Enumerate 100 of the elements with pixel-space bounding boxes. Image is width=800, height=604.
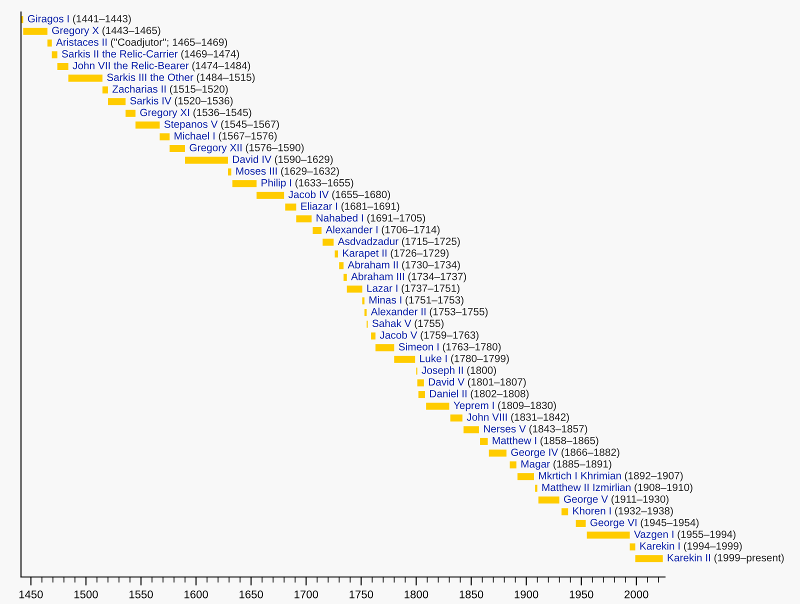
bar xyxy=(170,144,186,152)
y-tick-label: Abraham III xyxy=(351,272,404,280)
bar xyxy=(135,122,160,129)
y-tick-label: George VI xyxy=(590,518,636,528)
y-tick-label: Alexander I xyxy=(326,226,378,234)
annotation: (1681–1691) xyxy=(341,202,400,212)
y-tick-label: Asdvadzadur xyxy=(338,237,398,246)
x-tick-label: 1700 xyxy=(294,590,318,598)
text: (1994–1999) xyxy=(684,542,742,552)
annotation: (1763–1780) xyxy=(442,342,501,353)
y-tick-label: Nahabed I xyxy=(316,214,363,222)
x-tick-label: 1450 xyxy=(19,590,43,598)
annotation: (1751–1753) xyxy=(406,296,464,306)
bar xyxy=(576,520,586,527)
y-tick-label: Gregory X xyxy=(52,26,99,36)
bar xyxy=(185,156,228,164)
y-tick-label: Sahak V xyxy=(372,319,412,328)
bar xyxy=(426,402,450,410)
annotation: (1567–1576) xyxy=(218,132,277,142)
bar xyxy=(23,28,48,35)
bar xyxy=(488,450,506,457)
y-tick-label: Eliazar I xyxy=(301,202,338,210)
annotation: (1484–1515) xyxy=(196,73,255,84)
bar xyxy=(339,262,344,270)
x-tick-label: 1750 xyxy=(350,590,374,598)
bar xyxy=(102,86,108,94)
bar xyxy=(375,344,394,352)
y-tick-label: George V xyxy=(564,495,608,505)
bar xyxy=(68,74,102,82)
y-tick-label: Sarkis IV xyxy=(130,96,172,104)
bar xyxy=(630,543,636,550)
annotation: (1801–1807) xyxy=(468,378,526,388)
text: (1955–1994) xyxy=(678,530,736,540)
y-tick-label: Daniel II xyxy=(430,390,466,398)
bar xyxy=(47,40,52,47)
annotation: (1858–1865) xyxy=(540,436,598,446)
annotation: (1715–1725) xyxy=(402,237,460,248)
annotation: (1800) xyxy=(467,366,496,376)
y-tick-label: Moses III xyxy=(236,167,277,175)
bar xyxy=(296,215,312,222)
annotation: (1474–1484) xyxy=(192,62,250,72)
bar xyxy=(256,192,284,199)
y-tick-label: Karekin I xyxy=(640,542,680,550)
y-tick-label: John VIII xyxy=(466,413,507,421)
y-tick-label: Khoren I xyxy=(573,506,611,515)
bar xyxy=(52,51,58,58)
annotation: (1469–1474) xyxy=(181,50,240,60)
annotation: (1932–1938) xyxy=(615,506,673,517)
y-tick-label: Gregory XII xyxy=(190,144,242,154)
bar xyxy=(334,250,338,258)
x-tick-label: 1950 xyxy=(570,590,594,598)
bar xyxy=(126,110,136,117)
y-tick-label: Sarkis III the Other xyxy=(107,73,194,81)
y-tick-label: Jacob V xyxy=(380,331,418,339)
annotation: (1755) xyxy=(414,319,444,330)
x-tick-label: 1600 xyxy=(184,590,208,598)
y-tick-label: Luke I xyxy=(420,354,447,362)
bar xyxy=(418,391,426,398)
y-tick-label: Abraham II xyxy=(348,260,398,268)
bar xyxy=(108,98,126,106)
y-tick-label: Aristaces II xyxy=(56,38,107,46)
bar xyxy=(562,508,568,516)
bar xyxy=(371,332,376,340)
annotation: (1536–1545) xyxy=(193,108,252,118)
annotation: (1691–1705) xyxy=(367,214,426,224)
y-tick-label: Karapet II xyxy=(343,249,386,259)
y-tick-label: Sarkis II the Relic-Carrier xyxy=(62,50,178,58)
bar xyxy=(322,238,334,246)
annotation: (1780–1799) xyxy=(451,354,509,364)
y-tick-label: Zacharias II xyxy=(112,85,166,93)
annotation: (1633–1655) xyxy=(295,178,354,189)
y-tick-label: Simeon I xyxy=(398,342,439,350)
bar xyxy=(394,356,416,363)
annotation: (1753–1755) xyxy=(430,308,488,318)
y-tick-label: Matthew I xyxy=(492,436,536,444)
x-tick-label: 1550 xyxy=(129,590,153,598)
x-tick-label: 1900 xyxy=(514,590,538,598)
bar xyxy=(538,496,560,504)
bar xyxy=(450,414,462,422)
annotation: (1706–1714) xyxy=(382,226,440,236)
bar xyxy=(586,532,630,539)
bar xyxy=(312,227,322,234)
annotation: (1734–1737) xyxy=(408,272,466,282)
annotation: (1911–1930) xyxy=(611,495,669,505)
y-tick-label: Philip I xyxy=(262,178,292,189)
bar xyxy=(517,473,534,480)
annotation: (1802–1808) xyxy=(470,390,529,400)
annotation: (1885–1891) xyxy=(554,460,612,470)
annotation: (1520–1536) xyxy=(174,96,233,106)
y-tick-label: George IV xyxy=(511,448,558,458)
y-tick-label: David V xyxy=(428,378,465,386)
y-tick-label: Matthew II Izmirlian xyxy=(542,483,631,492)
y-tick-label: Vazgen I xyxy=(634,530,674,540)
bar xyxy=(228,168,232,176)
y-tick-label: Giragos I xyxy=(28,14,69,24)
annotation: (1759–1763) xyxy=(420,331,478,341)
bar xyxy=(464,426,479,434)
x-tick-label: 1650 xyxy=(240,590,264,598)
y-tick-label: David IV xyxy=(232,155,272,164)
annotation: ("Coadjutor"; 1465–1469) xyxy=(110,38,228,48)
